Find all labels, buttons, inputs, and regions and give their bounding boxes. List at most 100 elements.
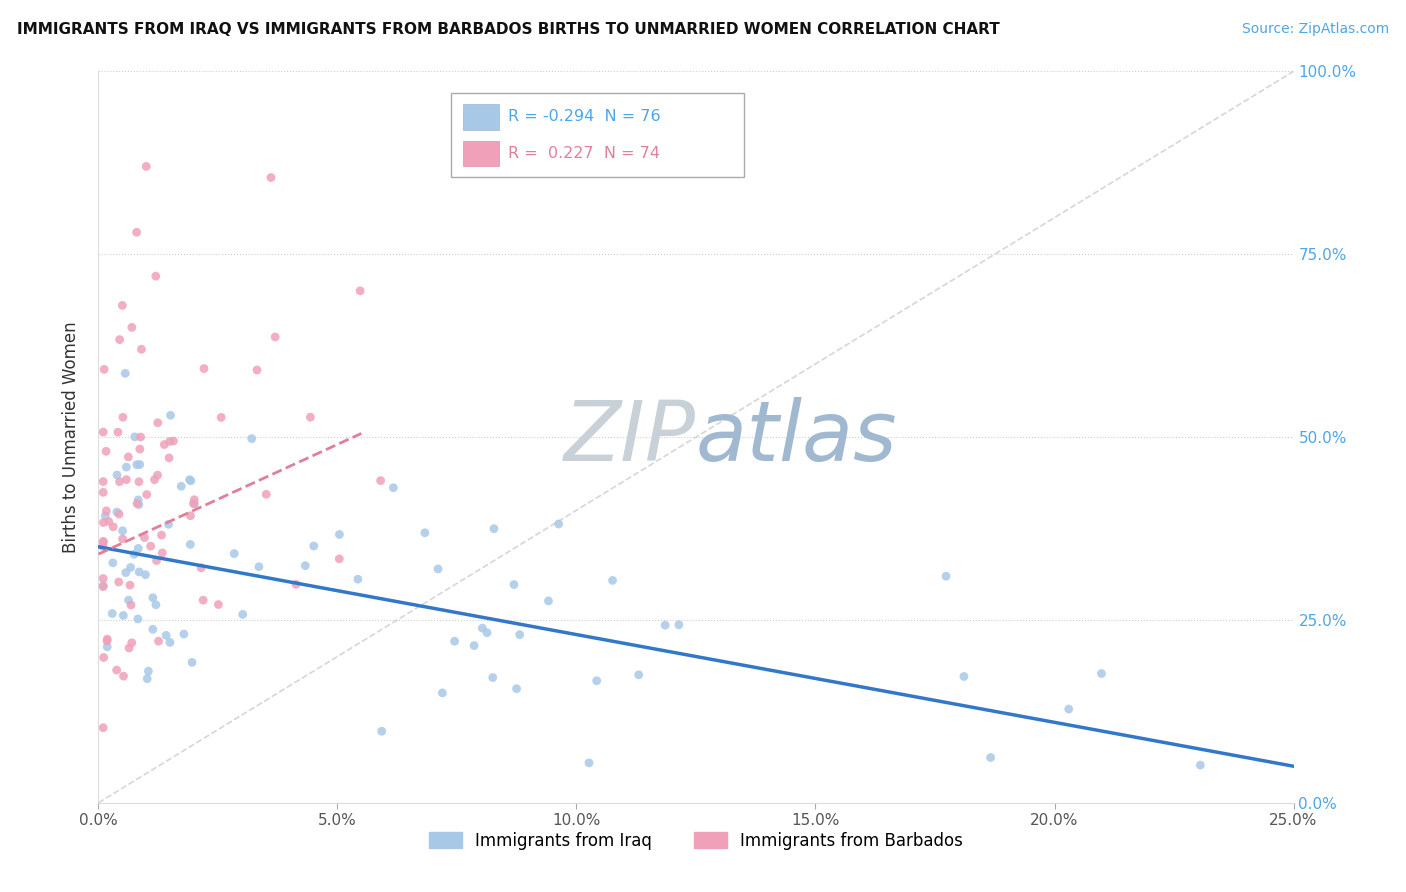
- Point: [111, 298, 134, 312]
- Point: [179, 508, 201, 523]
- Point: [284, 577, 307, 591]
- Point: [159, 434, 181, 449]
- Point: [124, 430, 146, 444]
- Point: [117, 450, 139, 464]
- Point: [183, 492, 205, 507]
- Point: [121, 636, 143, 650]
- Point: [179, 473, 201, 487]
- Point: [91, 485, 114, 500]
- Point: [159, 409, 181, 423]
- Point: [145, 598, 167, 612]
- Point: [96, 640, 118, 654]
- Point: [91, 579, 114, 593]
- Point: [112, 608, 135, 623]
- Point: [135, 487, 157, 501]
- Text: ZIP: ZIP: [564, 397, 696, 477]
- Point: [302, 539, 325, 553]
- Point: [170, 479, 193, 493]
- Point: [93, 362, 115, 376]
- Point: [953, 669, 976, 683]
- Point: [547, 516, 569, 531]
- Point: [153, 437, 176, 451]
- Point: [162, 434, 184, 448]
- Point: [115, 473, 138, 487]
- Point: [91, 540, 114, 554]
- Point: [115, 460, 138, 475]
- Point: [91, 580, 114, 594]
- Point: [443, 634, 465, 648]
- Point: [138, 664, 160, 678]
- Point: [328, 527, 350, 541]
- Point: [181, 656, 204, 670]
- Point: [509, 627, 531, 641]
- Bar: [451, 94, 744, 178]
- Point: [183, 497, 205, 511]
- Point: [142, 622, 165, 636]
- Point: [125, 496, 148, 510]
- Point: [475, 625, 498, 640]
- Point: [135, 160, 157, 174]
- Point: [128, 475, 150, 489]
- Legend: Immigrants from Iraq, Immigrants from Barbados: Immigrants from Iraq, Immigrants from Ba…: [422, 825, 970, 856]
- Bar: [463, 104, 499, 130]
- Point: [328, 552, 350, 566]
- Point: [935, 569, 957, 583]
- Point: [370, 474, 392, 488]
- Point: [91, 535, 114, 549]
- Point: [193, 361, 215, 376]
- Point: [155, 628, 177, 642]
- Point: [1189, 758, 1212, 772]
- Y-axis label: Births to Unmarried Women: Births to Unmarried Women: [62, 321, 80, 553]
- Point: [127, 612, 149, 626]
- Point: [118, 640, 141, 655]
- Point: [120, 598, 142, 612]
- Point: [294, 558, 316, 573]
- Point: [114, 566, 136, 580]
- Point: [120, 560, 142, 574]
- Point: [371, 724, 394, 739]
- Point: [96, 504, 118, 518]
- Point: [143, 473, 166, 487]
- Bar: [463, 141, 499, 167]
- Point: [193, 593, 215, 607]
- Point: [349, 284, 371, 298]
- Point: [118, 578, 141, 592]
- Point: [299, 410, 322, 425]
- Point: [471, 621, 494, 635]
- Point: [173, 627, 195, 641]
- Point: [347, 572, 370, 586]
- Point: [157, 517, 180, 532]
- Point: [108, 475, 131, 489]
- Point: [112, 669, 135, 683]
- Point: [103, 520, 125, 534]
- Point: [91, 425, 114, 439]
- Point: [91, 721, 114, 735]
- Point: [105, 505, 128, 519]
- Point: [136, 672, 159, 686]
- Point: [105, 468, 128, 483]
- Point: [481, 671, 503, 685]
- Point: [101, 556, 124, 570]
- Point: [224, 547, 246, 561]
- Point: [96, 632, 118, 647]
- Point: [209, 410, 232, 425]
- Point: [463, 639, 485, 653]
- Point: [157, 450, 180, 465]
- Point: [128, 498, 150, 512]
- Point: [413, 525, 436, 540]
- Point: [146, 416, 169, 430]
- Point: [232, 607, 254, 622]
- Text: Source: ZipAtlas.com: Source: ZipAtlas.com: [1241, 22, 1389, 37]
- Point: [97, 515, 120, 529]
- Text: R =  0.227  N = 74: R = 0.227 N = 74: [509, 145, 661, 161]
- Point: [117, 593, 139, 607]
- Point: [134, 531, 156, 545]
- Point: [122, 547, 145, 561]
- Point: [183, 497, 205, 511]
- Point: [94, 444, 117, 458]
- Point: [427, 562, 450, 576]
- Point: [654, 618, 676, 632]
- Point: [93, 650, 115, 665]
- Point: [127, 541, 149, 556]
- Point: [159, 635, 181, 649]
